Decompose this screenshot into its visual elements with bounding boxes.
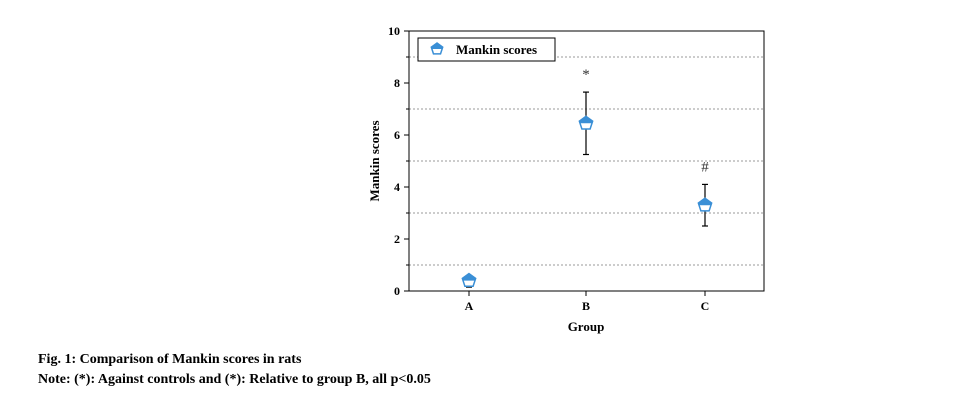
data-point xyxy=(697,197,713,212)
marker-fill xyxy=(431,43,443,49)
legend: Mankin scores xyxy=(417,37,556,62)
x-tick-label: A xyxy=(465,299,474,313)
x-tick-label: C xyxy=(701,299,710,313)
x-axis: A B C xyxy=(465,291,710,313)
legend-box xyxy=(417,37,556,62)
legend-marker-symbol xyxy=(430,42,444,55)
x-axis-label: Group xyxy=(568,319,605,334)
y-tick-label: 2 xyxy=(394,232,400,246)
data-point xyxy=(578,115,594,130)
x-tick-label: B xyxy=(582,299,590,313)
marker-fill xyxy=(698,198,712,206)
y-tick-label: 0 xyxy=(394,284,400,298)
y-tick-label: 6 xyxy=(394,128,400,142)
y-axis: 0 2 4 6 8 10 xyxy=(388,24,409,298)
y-tick-label: 8 xyxy=(394,76,400,90)
y-tick-label: 4 xyxy=(394,180,400,194)
legend-marker xyxy=(430,42,444,55)
significance-mark: # xyxy=(701,159,709,175)
data-points xyxy=(461,115,713,288)
legend-entry: Mankin scores xyxy=(456,42,537,57)
figure-note: Note: (*): Against controls and (*): Rel… xyxy=(38,372,431,387)
y-axis-label: Mankin scores xyxy=(367,120,382,201)
figure-caption: Fig. 1: Comparison of Mankin scores in r… xyxy=(38,352,302,367)
significance-mark: * xyxy=(582,67,590,83)
grid-lines xyxy=(409,56,764,266)
y-tick-label: 10 xyxy=(388,24,400,38)
marker-fill xyxy=(579,116,593,124)
marker-fill xyxy=(462,273,476,281)
significance-marks: *# xyxy=(582,67,709,175)
data-point xyxy=(461,272,477,288)
